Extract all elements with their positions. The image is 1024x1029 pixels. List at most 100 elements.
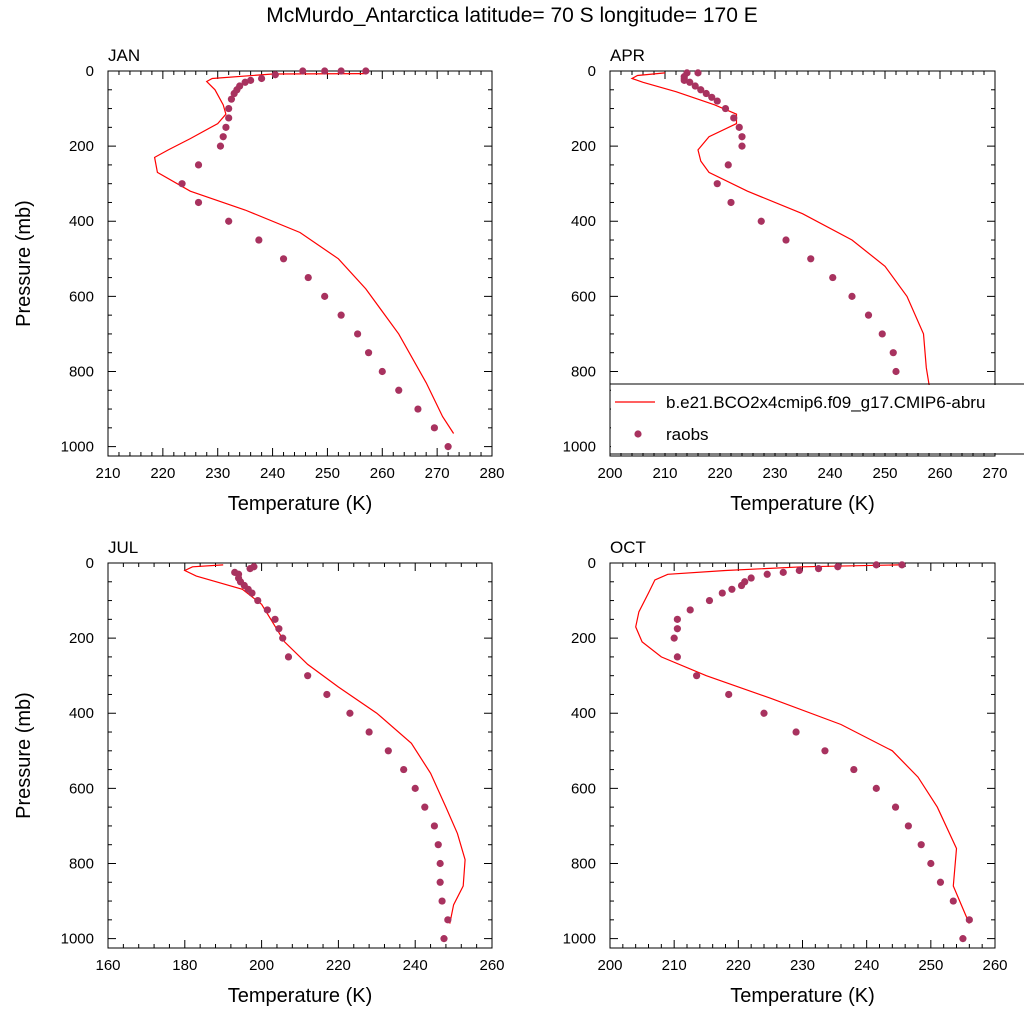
obs-point: [271, 615, 279, 623]
obs-point: [321, 292, 329, 300]
legend-marker-swatch: [634, 430, 642, 438]
obs-point: [878, 330, 886, 338]
obs-point: [337, 67, 345, 75]
y-tick-label: 600: [69, 780, 94, 797]
x-tick-label: 200: [597, 957, 622, 974]
x-axis-label: Temperature (K): [228, 985, 373, 1007]
obs-point: [814, 565, 823, 573]
x-tick-label: 260: [370, 465, 395, 482]
obs-point: [686, 78, 694, 86]
legend-obs-label: raobs: [666, 425, 709, 444]
y-tick-label: 0: [86, 63, 94, 80]
obs-point: [421, 803, 429, 811]
obs-point: [959, 935, 967, 943]
obs-point: [247, 76, 255, 84]
x-tick-label: 270: [425, 465, 450, 482]
obs-point: [694, 69, 702, 77]
plot-frame: [107, 70, 493, 457]
obs-point: [255, 236, 263, 244]
obs-point: [724, 161, 732, 169]
y-tick-label: 400: [571, 213, 596, 230]
x-tick-label: 210: [662, 957, 687, 974]
obs-point: [792, 728, 800, 736]
obs-point: [444, 916, 452, 924]
obs-point: [346, 709, 354, 717]
obs-point: [248, 589, 256, 597]
obs-point: [414, 405, 422, 413]
obs-point: [271, 71, 279, 79]
obs-point: [757, 217, 765, 225]
x-tick-label: 210: [652, 465, 677, 482]
obs-point: [284, 653, 293, 661]
legend-bg: [611, 385, 1024, 453]
y-tick-label: 400: [69, 213, 94, 230]
x-tick-label: 260: [479, 957, 504, 974]
legend-model-label: b.e21.BCO2x4cmip6.f09_g17.CMIP6-abru: [666, 393, 985, 412]
obs-point: [299, 67, 307, 75]
obs-point: [430, 424, 438, 432]
obs-point: [892, 367, 900, 376]
obs-point: [728, 585, 736, 593]
y-tick-label: 400: [571, 705, 596, 722]
y-tick-label: 0: [86, 555, 94, 572]
obs-point: [436, 878, 444, 886]
y-tick-label: 1000: [563, 439, 596, 456]
y-tick-label: 600: [69, 288, 94, 305]
obs-point: [246, 565, 254, 573]
y-tick-label: 0: [588, 555, 596, 572]
obs-point: [713, 180, 721, 188]
panel-apr: 200 210 220 230 240 250 260 270 0 200 400 600 800 100…: [563, 46, 1008, 515]
x-tick-label: 280: [479, 465, 504, 482]
obs-point: [438, 897, 446, 905]
obs-point: [411, 784, 419, 792]
obs-point: [795, 566, 803, 575]
model-line: [153, 73, 455, 434]
obs-point: [904, 822, 912, 830]
obs-point: [872, 784, 880, 792]
obs-point: [782, 236, 790, 244]
obs-point: [927, 859, 935, 868]
obs-point: [721, 104, 730, 113]
panel-jul: 160 180 200 220 240 260 0 200 400 600 800 1000 JUL Te…: [13, 538, 505, 1007]
panel-oct: 200 210 220 230 240 250 260 0 200 400 600 800 1000 OC…: [563, 538, 1008, 1007]
obs-point: [279, 634, 287, 642]
obs-point: [384, 747, 392, 755]
obs-point: [807, 255, 815, 263]
x-tick-label: 250: [918, 957, 943, 974]
y-tick-label: 200: [69, 630, 94, 647]
obs-point: [216, 142, 225, 150]
obs-point: [738, 142, 746, 150]
obs-point: [834, 563, 842, 571]
x-axis-label: Temperature (K): [228, 493, 373, 515]
x-tick-label: 210: [95, 465, 120, 482]
y-axis-label: Pressure (mb): [13, 200, 35, 327]
y-tick-label: 800: [571, 855, 596, 872]
plot-frame: [609, 70, 996, 457]
y-tick-label: 800: [69, 363, 94, 380]
obs-point: [821, 747, 829, 755]
x-tick-label: 260: [927, 465, 952, 482]
obs-point: [737, 581, 746, 590]
obs-point: [829, 273, 837, 282]
obs-point: [378, 367, 386, 376]
y-tick-label: 800: [69, 855, 94, 872]
obs-point: [395, 386, 403, 394]
model-line: [183, 564, 466, 924]
obs-point: [747, 574, 755, 582]
obs-point: [354, 330, 362, 338]
obs-point: [225, 104, 233, 113]
obs-point: [434, 841, 442, 849]
y-tick-label: 600: [571, 288, 596, 305]
x-tick-label: 240: [403, 957, 428, 974]
x-tick-label: 240: [260, 465, 285, 482]
obs-point: [673, 653, 681, 661]
obs-point: [763, 570, 771, 578]
y-axis-label: Pressure (mb): [13, 692, 35, 819]
y-tick-label: 0: [588, 63, 596, 80]
obs-point: [337, 311, 345, 319]
panel-jan: 210 220 230 240 250 260 270 280 0 200 400 600 800 100…: [13, 46, 505, 515]
y-tick-label: 400: [69, 705, 94, 722]
obs-point: [219, 133, 227, 141]
obs-point: [691, 82, 699, 90]
